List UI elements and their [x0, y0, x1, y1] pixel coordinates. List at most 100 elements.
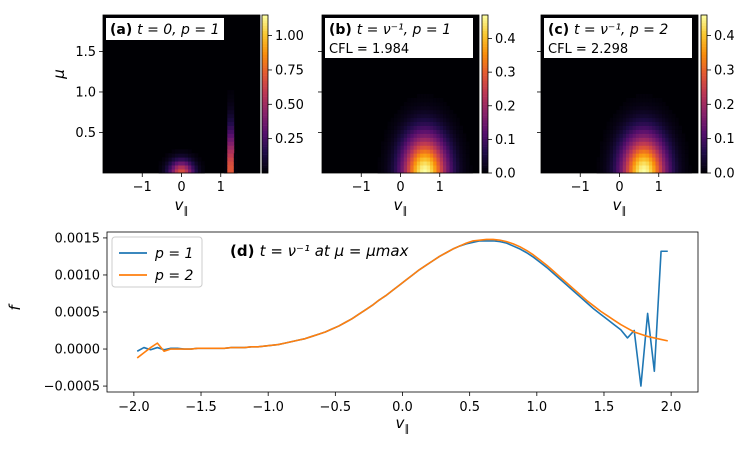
heatmap-cell [626, 117, 630, 123]
heatmap-cell [194, 169, 199, 174]
heatmap-cell [400, 161, 405, 166]
heatmap-cell [606, 145, 611, 150]
heatmap-cell [459, 161, 464, 166]
heatmap-cell [397, 129, 401, 134]
heatmap-cell [658, 113, 663, 119]
heatmap-cell [639, 97, 643, 103]
heatmap-cell [681, 153, 686, 158]
colorbar-segment [701, 43, 707, 47]
heatmap-cell [655, 165, 660, 170]
heatmap-cell [675, 141, 679, 146]
heatmap-cell [678, 125, 683, 130]
heatmap-cell [616, 149, 620, 154]
colorbar-segment [262, 138, 268, 142]
heatmap-cell [675, 117, 679, 123]
heatmap-cell [639, 157, 643, 162]
heatmap-cell [439, 113, 444, 119]
colorbar-tick-label: 0.75 [275, 63, 304, 78]
heatmap-cell [387, 153, 392, 158]
heatmap-cell [403, 153, 408, 158]
heatmap-cell [642, 94, 647, 99]
heatmap-cell [668, 161, 673, 166]
heatmap-cell [452, 121, 457, 126]
heatmap-cell [443, 157, 447, 162]
heatmap-cell [191, 169, 195, 174]
heatmap-cell [612, 117, 617, 123]
heatmap-cell [681, 165, 686, 170]
heatmap-cell [452, 153, 457, 158]
heatmap-cell [629, 129, 633, 134]
heatmap-cell [622, 153, 627, 158]
heatmap-cell [429, 101, 434, 107]
colorbar-segment [262, 133, 268, 137]
heatmap-cell [413, 125, 418, 130]
heatmap-cell [433, 125, 437, 130]
colorbar-segment [701, 99, 707, 103]
heatmap-cell [436, 137, 441, 142]
colorbar-segment [482, 30, 488, 34]
colorbar-segment [262, 51, 268, 55]
heatmap-cell [191, 165, 195, 170]
heatmap-cell [671, 117, 676, 123]
heatmap-cell [626, 109, 630, 115]
heatmap-cell [416, 125, 421, 130]
heatmap-cell [635, 169, 640, 174]
heatmap-cell [603, 145, 607, 150]
heatmap-cell [629, 121, 633, 126]
heatmap-cell [652, 117, 656, 123]
heatmap-cell [420, 97, 424, 103]
heatmap-cell [668, 113, 673, 119]
heatmap-cell [635, 121, 640, 126]
heatmap-cell [449, 169, 454, 174]
heatmap-cell [403, 137, 408, 142]
colorbar-segment [262, 162, 268, 166]
heatmap-cell [596, 157, 601, 162]
heatmap-cell [642, 161, 647, 166]
heatmap-cell [599, 149, 604, 154]
heatmap-cell [675, 153, 679, 158]
heatmap-cell [645, 105, 650, 111]
x-tick-label: −1 [352, 180, 371, 195]
heatmap-cell [433, 141, 437, 146]
heatmap-cell [648, 161, 653, 166]
heatmap-cell [622, 157, 627, 162]
colorbar-segment [262, 86, 268, 90]
heatmap-cell [635, 161, 640, 166]
heatmap-cell [622, 145, 627, 150]
heatmap-cell [642, 141, 647, 146]
heatmap-cell [380, 157, 385, 162]
colorbar-segment [262, 167, 268, 171]
heatmap-cell [459, 129, 464, 134]
heatmap-cell [596, 165, 601, 170]
heatmap-cell [446, 113, 450, 119]
heatmap-cell [652, 145, 656, 150]
heatmap-cell [616, 169, 620, 174]
colorbar-segment [262, 112, 268, 116]
heatmap-cell [662, 113, 666, 119]
colorbar-segment [701, 125, 707, 129]
heatmap-cell [449, 145, 454, 150]
y-axis-label: f [6, 303, 24, 311]
heatmap-cell [612, 125, 617, 130]
heatmap-cell [420, 105, 424, 111]
heatmap-cell [165, 165, 169, 170]
heatmap-cell [662, 165, 666, 170]
heatmap-cell [407, 149, 411, 154]
colorbar-segment [701, 41, 707, 45]
heatmap-cell [645, 97, 650, 103]
heatmap-cell [648, 94, 653, 99]
heatmap-cell [227, 109, 231, 115]
heatmap-cell [188, 165, 192, 170]
heatmap-cell [230, 121, 235, 126]
heatmap-cell [397, 121, 401, 126]
heatmap-cell [655, 153, 660, 158]
x-tick-label: −1 [571, 180, 590, 195]
colorbar-segment [701, 65, 707, 68]
heatmap-cell [626, 169, 630, 174]
heatmap-cell [397, 141, 401, 146]
heatmap-cell [384, 161, 388, 166]
heatmap-cell [178, 149, 182, 154]
heatmap-cell [416, 165, 421, 170]
heatmap-cell [407, 169, 411, 174]
heatmap-cell [635, 109, 640, 115]
